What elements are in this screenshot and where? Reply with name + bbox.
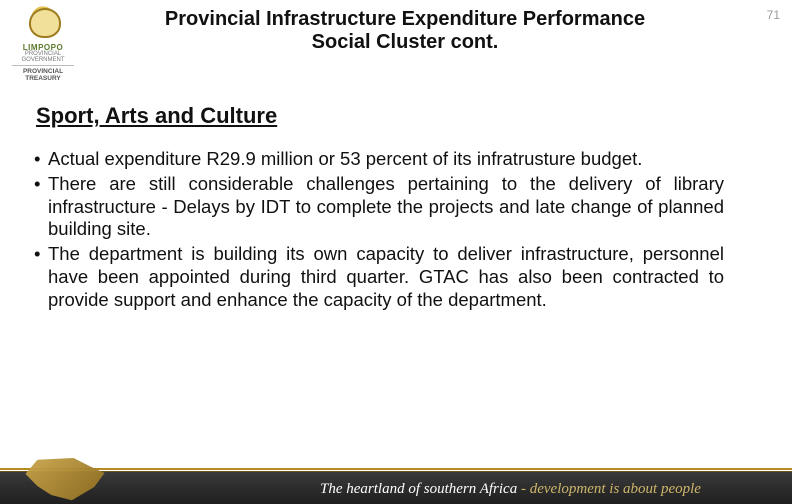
bullet-dot-icon: • (34, 243, 48, 311)
footer-tag: development is about people (530, 481, 701, 497)
slide: LIMPOPO PROVINCIAL GOVERNMENT PROVINCIAL… (0, 0, 792, 504)
logo: LIMPOPO PROVINCIAL GOVERNMENT PROVINCIAL… (6, 2, 80, 82)
bullet-dot-icon: • (34, 173, 48, 241)
footer-lead: The heartland of southern Africa (320, 481, 517, 497)
footer-rule-gold (0, 468, 792, 470)
logo-divider (12, 65, 74, 66)
bullet-text: There are still considerable challenges … (48, 173, 724, 241)
bullet-list: • Actual expenditure R29.9 million or 53… (34, 148, 724, 313)
list-item: • Actual expenditure R29.9 million or 53… (34, 148, 724, 171)
logo-line3: PROVINCIAL TREASURY (6, 68, 80, 82)
footer-dash: - (517, 481, 530, 497)
bullet-text: Actual expenditure R29.9 million or 53 p… (48, 148, 724, 171)
footer-text: The heartland of southern Africa - devel… (320, 481, 701, 498)
crest-icon (19, 2, 67, 42)
page-title: Provincial Infrastructure Expenditure Pe… (110, 8, 700, 54)
footer: The heartland of southern Africa - devel… (0, 468, 792, 504)
title-line-2: Social Cluster cont. (110, 31, 700, 54)
bullet-text: The department is building its own capac… (48, 243, 724, 311)
page-number: 71 (767, 8, 780, 22)
list-item: • There are still considerable challenge… (34, 173, 724, 241)
title-line-1: Provincial Infrastructure Expenditure Pe… (110, 8, 700, 31)
logo-line2: PROVINCIAL GOVERNMENT (6, 51, 80, 63)
bullet-dot-icon: • (34, 148, 48, 171)
section-heading: Sport, Arts and Culture (36, 103, 277, 129)
list-item: • The department is building its own cap… (34, 243, 724, 311)
